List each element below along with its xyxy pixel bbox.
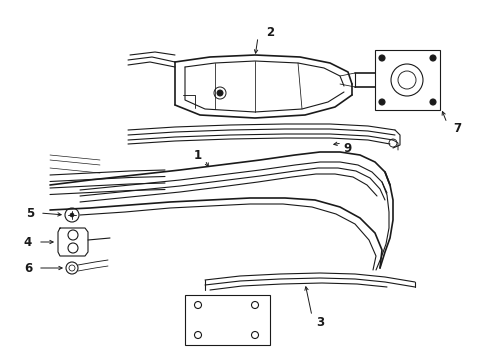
Text: 2: 2: [266, 26, 274, 39]
Text: 1: 1: [194, 149, 202, 162]
Text: 5: 5: [26, 207, 34, 220]
Text: 4: 4: [24, 235, 32, 248]
Text: 8: 8: [221, 333, 229, 346]
Text: 9: 9: [344, 141, 352, 154]
Circle shape: [430, 55, 436, 61]
Text: 6: 6: [24, 261, 32, 275]
Circle shape: [379, 99, 385, 105]
Bar: [375, 50, 440, 110]
Bar: [185, 295, 270, 345]
Text: 3: 3: [316, 315, 324, 328]
Circle shape: [217, 90, 223, 96]
Circle shape: [70, 213, 74, 217]
Circle shape: [430, 99, 436, 105]
Text: 7: 7: [453, 122, 461, 135]
Circle shape: [379, 55, 385, 61]
